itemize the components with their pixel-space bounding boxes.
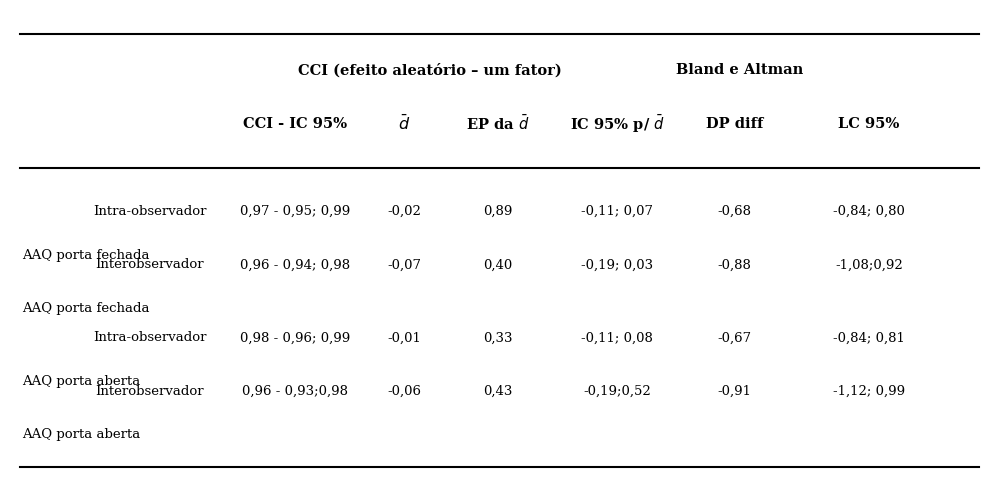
Text: 0,89: 0,89 [483,205,512,218]
Text: -0,01: -0,01 [388,331,422,344]
Text: -0,84; 0,80: -0,84; 0,80 [833,205,905,218]
Text: 0,97 - 0,95; 0,99: 0,97 - 0,95; 0,99 [240,205,350,218]
Text: -0,06: -0,06 [388,385,422,398]
Text: Interobservador: Interobservador [96,385,204,398]
Text: -0,11; 0,07: -0,11; 0,07 [581,205,653,218]
Text: IC 95% p/ $\bar{d}$: IC 95% p/ $\bar{d}$ [569,113,665,135]
Text: EP da $\bar{d}$: EP da $\bar{d}$ [466,114,529,134]
Text: -0,91: -0,91 [717,385,751,398]
Text: -0,68: -0,68 [717,205,751,218]
Text: AAQ porta aberta: AAQ porta aberta [22,429,140,441]
Text: -0,19; 0,03: -0,19; 0,03 [581,259,653,271]
Text: 0,98 - 0,96; 0,99: 0,98 - 0,96; 0,99 [240,331,350,344]
Text: AAQ porta fechada: AAQ porta fechada [22,249,150,261]
Text: Intra-observador: Intra-observador [93,331,207,344]
Text: 0,40: 0,40 [483,259,512,271]
Text: -0,88: -0,88 [717,259,751,271]
Text: AAQ porta fechada: AAQ porta fechada [22,302,150,315]
Text: -1,12; 0,99: -1,12; 0,99 [833,385,905,398]
Text: DP diff: DP diff [705,117,763,131]
Text: -0,67: -0,67 [717,331,751,344]
Text: -0,84; 0,81: -0,84; 0,81 [833,331,905,344]
Text: CCI - IC 95%: CCI - IC 95% [243,117,347,131]
Text: Intra-observador: Intra-observador [93,205,207,218]
Text: LC 95%: LC 95% [838,117,900,131]
Text: 0,96 - 0,93;0,98: 0,96 - 0,93;0,98 [242,385,348,398]
Text: AAQ porta aberta: AAQ porta aberta [22,375,140,388]
Text: 0,43: 0,43 [483,385,512,398]
Text: $\bar{d}$: $\bar{d}$ [399,114,411,134]
Text: 0,96 - 0,94; 0,98: 0,96 - 0,94; 0,98 [240,259,350,271]
Text: -1,08;0,92: -1,08;0,92 [835,259,903,271]
Text: CCI (efeito aleatório – um fator): CCI (efeito aleatório – um fator) [298,63,561,78]
Text: Interobservador: Interobservador [96,259,204,271]
Text: -0,11; 0,08: -0,11; 0,08 [581,331,653,344]
Text: -0,07: -0,07 [388,259,422,271]
Text: Bland e Altman: Bland e Altman [675,64,803,77]
Text: -0,02: -0,02 [388,205,422,218]
Text: -0,19;0,52: -0,19;0,52 [583,385,651,398]
Text: 0,33: 0,33 [483,331,512,344]
